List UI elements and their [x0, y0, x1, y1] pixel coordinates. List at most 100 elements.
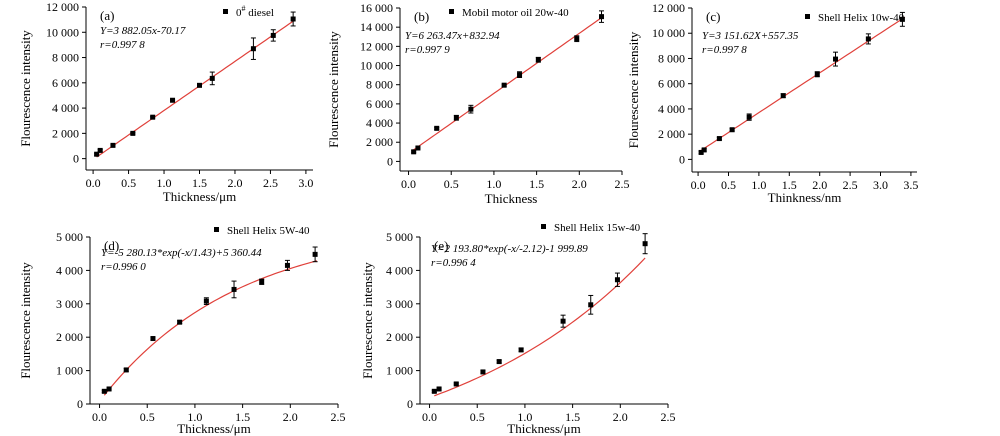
- data-point: [574, 36, 580, 42]
- x-tick-label: 2.5: [661, 410, 676, 424]
- y-tick-label: 2 000: [366, 135, 393, 149]
- legend-label-sup: #: [242, 4, 246, 13]
- fit-equation: Y=6 263.47x+832.94: [405, 30, 500, 42]
- fit-curve: [434, 257, 646, 397]
- x-axis-title: Thickness: [485, 191, 538, 206]
- y-tick-label: 5 000: [386, 230, 413, 244]
- x-tick-label: 3.5: [903, 178, 918, 192]
- data-point: [177, 319, 183, 325]
- data-point: [110, 142, 116, 148]
- data-point: [170, 97, 176, 103]
- correlation-coefficient: r=0.996 0: [101, 261, 146, 273]
- x-tick-label: 2.0: [283, 410, 298, 424]
- y-tick-label: 1 000: [386, 364, 413, 378]
- data-point: [94, 151, 100, 157]
- data-point: [197, 82, 202, 88]
- data-point: [415, 145, 421, 151]
- y-tick-label: 3 000: [386, 297, 413, 311]
- y-tick-label: 5 000: [56, 230, 83, 244]
- fit-curve: [700, 16, 906, 151]
- legend-label: 0# diesel: [236, 4, 274, 19]
- data-point: [560, 318, 566, 324]
- data-point: [899, 16, 905, 22]
- data-point: [106, 386, 112, 392]
- y-tick-label: 10 000: [360, 59, 393, 73]
- y-tick-label: 14 000: [360, 20, 393, 34]
- y-tick-label: 4 000: [52, 101, 79, 115]
- x-tick-label: 0.0: [92, 410, 107, 424]
- x-axis-title: Thickness/μm: [507, 421, 580, 436]
- fit-equation: Y=3 151.62X+557.35: [702, 30, 799, 42]
- y-tick-label: 0: [73, 152, 79, 166]
- data-point: [97, 147, 103, 153]
- x-tick-label: 2.0: [572, 177, 587, 191]
- legend-marker: [805, 14, 810, 19]
- data-point: [501, 82, 507, 88]
- chart-panel: 0.0 0.5 1.0 1.5 2.0 2.5 3.0 3.5 0 2 000 4 000 6 000…: [626, 1, 918, 205]
- data-point: [209, 75, 215, 81]
- data-point: [517, 72, 523, 78]
- y-tick-label: 0: [679, 152, 685, 166]
- y-tick-label: 4 000: [658, 102, 685, 116]
- legend-label: Shell Helix 10w-40: [818, 12, 905, 24]
- data-point: [453, 381, 459, 387]
- x-axis-title: Thickness/μm: [177, 421, 250, 436]
- y-tick-label: 3 000: [56, 297, 83, 311]
- y-tick-label: 8 000: [52, 51, 79, 65]
- data-point: [614, 277, 620, 283]
- data-point: [130, 130, 136, 136]
- y-tick-label: 12 000: [360, 39, 393, 53]
- y-tick-label: 6 000: [52, 76, 79, 90]
- data-point: [814, 71, 820, 77]
- legend-label-main: 0: [236, 7, 242, 19]
- x-tick-label: 0.0: [86, 176, 101, 190]
- data-point: [284, 262, 290, 268]
- data-point: [231, 286, 237, 292]
- chart-panel: 0.0 0.5 1.0 1.5 2.0 2.5 0 1 000 2 000 3 000 4 000 5…: [18, 225, 346, 436]
- data-point: [480, 369, 486, 375]
- y-tick-label: 4 000: [386, 263, 413, 277]
- data-point: [203, 298, 209, 304]
- legend-marker: [541, 224, 546, 229]
- x-tick-label: 0.0: [691, 178, 706, 192]
- legend-label: Mobil motor oil 20w-40: [462, 7, 569, 19]
- fit-curve: [103, 260, 318, 396]
- data-point: [588, 302, 594, 308]
- x-tick-label: 2.5: [843, 178, 858, 192]
- data-point: [290, 16, 296, 22]
- x-axis-title: Thickness/μm: [163, 189, 236, 204]
- chart-panel: 0.0 0.5 1.0 1.5 2.0 2.5 0 1 000 2 000 3 000 4 000 5…: [360, 222, 676, 436]
- x-tick-label: 3.0: [298, 176, 313, 190]
- correlation-coefficient: r=0.997 8: [702, 44, 747, 56]
- y-axis-title: Flourescence intensity: [360, 262, 375, 379]
- data-point: [599, 14, 605, 20]
- fit-equation: Y=2 193.80*exp(-x/-2.12)-1 999.89: [431, 243, 588, 255]
- x-tick-label: 1.5: [192, 176, 207, 190]
- x-tick-label: 2.5: [331, 410, 346, 424]
- panel-label: (e): [434, 238, 448, 253]
- y-tick-label: 8 000: [366, 78, 393, 92]
- data-point: [865, 36, 871, 42]
- x-tick-label: 0.0: [422, 410, 437, 424]
- correlation-coefficient: r=0.997 8: [100, 39, 145, 51]
- y-axis-title: Flourescence intensity: [18, 30, 33, 147]
- fit-equation: Y=3 882.05x-70.17: [100, 25, 186, 37]
- data-point: [150, 336, 156, 342]
- y-tick-label: 0: [77, 397, 83, 411]
- data-point: [259, 279, 265, 285]
- data-point: [434, 125, 440, 131]
- chart-panel: 0.0 0.5 1.0 1.5 2.0 2.5 3.0 0 2 000 4 000 6 000 8 0…: [18, 0, 313, 204]
- legend-label-rest: diesel: [246, 7, 274, 19]
- fit-curve: [96, 19, 296, 158]
- y-tick-label: 6 000: [366, 97, 393, 111]
- data-point: [270, 32, 276, 38]
- fit-curve: [412, 17, 602, 151]
- data-point: [729, 127, 735, 133]
- y-tick-label: 12 000: [46, 0, 79, 14]
- data-point: [123, 367, 129, 373]
- x-tick-label: 3.0: [873, 178, 888, 192]
- data-point: [411, 149, 417, 155]
- y-tick-label: 4 000: [366, 116, 393, 130]
- x-tick-label: 1.0: [517, 410, 532, 424]
- legend-label: Shell Helix 15w-40: [554, 222, 641, 234]
